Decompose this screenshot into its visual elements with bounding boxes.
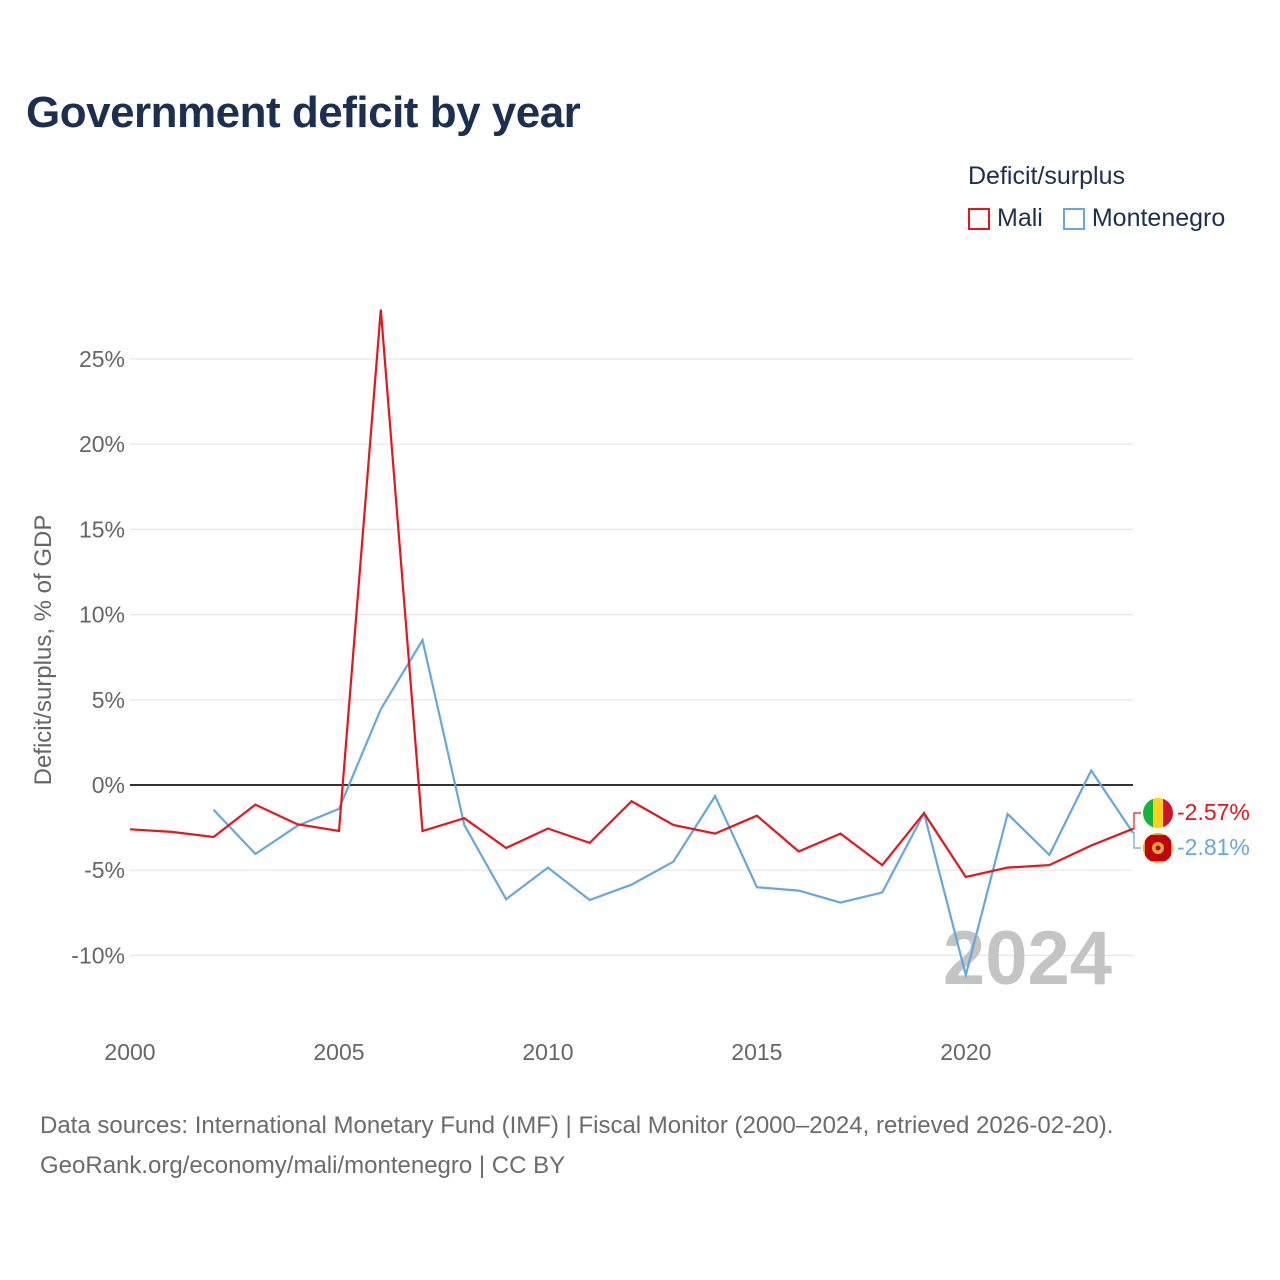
x-tick-label: 2010 [522, 1039, 573, 1065]
y-tick-label: 10% [79, 602, 125, 628]
y-tick-label: 25% [79, 346, 125, 372]
legend-swatch-montenegro [1062, 207, 1085, 230]
end-value-label-montenegro: -2.81% [1177, 834, 1250, 860]
source-note: Data sources: International Monetary Fun… [40, 1106, 1113, 1186]
y-tick-label: 15% [79, 516, 125, 542]
legend-label-mali: Mali [997, 204, 1043, 232]
year-watermark: 2024 [943, 916, 1112, 1001]
legend-label-montenegro: Montenegro [1091, 204, 1226, 232]
legend: Mali Montenegro [968, 204, 1225, 233]
mali-flag-icon [1143, 798, 1173, 828]
chart-title: Government deficit by year [26, 88, 581, 137]
line-chart: -10% -5% 0% 5% 10% 15% 20% 25% 2000 2005 2010 2015 2… [30, 309, 1250, 1065]
series-line-montenegro[interactable] [212, 637, 1134, 980]
x-tick-label: 2015 [731, 1039, 782, 1065]
x-tick-label: 2005 [313, 1039, 364, 1065]
data-sources-text: Data sources: International Monetary Fun… [40, 1112, 1114, 1139]
x-tick-label: 2020 [940, 1039, 991, 1065]
y-axis-title: Deficit/surplus, % of GDP [30, 515, 57, 786]
end-label-connector [1133, 832, 1141, 849]
legend-item-mali[interactable]: Mali [968, 204, 1043, 233]
y-tick-label: 20% [79, 431, 125, 457]
legend-title: Deficit/surplus [968, 162, 1125, 190]
y-tick-label: -10% [71, 942, 125, 968]
attribution-link[interactable]: GeoRank.org/economy/mali/montenegro | CC… [40, 1152, 566, 1179]
legend-swatch-mali [968, 207, 990, 230]
y-tick-label: -5% [84, 857, 125, 883]
y-tick-label: 5% [92, 687, 125, 713]
montenegro-flag-icon [1143, 833, 1173, 863]
y-tick-label: 0% [92, 772, 125, 798]
end-label-connector [1133, 812, 1141, 830]
x-tick-label: 2000 [104, 1039, 155, 1065]
end-value-label-mali: -2.57% [1177, 799, 1250, 825]
legend-item-montenegro[interactable]: Montenegro [1062, 204, 1226, 233]
series-line-mali[interactable] [129, 309, 1134, 879]
